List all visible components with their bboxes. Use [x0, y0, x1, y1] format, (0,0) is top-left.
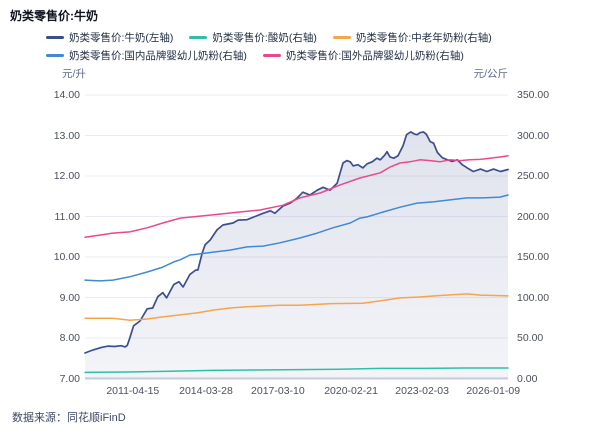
series-line-1[interactable] — [84, 367, 509, 374]
series-area-fill — [85, 131, 508, 379]
legend: 奶类零售价:牛奶(左轴) 奶类零售价:酸奶(右轴) 奶类零售价:中老年奶粉(右轴) … — [0, 28, 600, 64]
legend-line-swatch — [46, 53, 64, 57]
data-source: 数据来源：同花顺iFinD — [12, 412, 126, 424]
legend-item-0[interactable]: 奶类零售价:牛奶(左轴) — [46, 30, 173, 45]
legend-item-4[interactable]: 奶类零售价:国外品牌婴幼儿奶粉(右轴) — [262, 48, 464, 63]
legend-item-2[interactable]: 奶类零售价:中老年奶粉(右轴) — [332, 30, 492, 45]
legend-label: 奶类零售价:酸奶(右轴) — [212, 31, 317, 44]
series-line-0[interactable] — [84, 131, 509, 354]
legend-label: 奶类零售价:国内品牌婴幼儿奶粉(右轴) — [69, 49, 247, 62]
legend-item-1[interactable]: 奶类零售价:酸奶(右轴) — [189, 30, 317, 45]
legend-row: 奶类零售价:国内品牌婴幼儿奶粉(右轴) 奶类零售价:国外品牌婴幼儿奶粉(右轴) — [0, 46, 600, 64]
legend-item-3[interactable]: 奶类零售价:国内品牌婴幼儿奶粉(右轴) — [46, 48, 247, 63]
legend-label: 奶类零售价:国外品牌婴幼儿奶粉(右轴) — [285, 49, 464, 62]
legend-label: 奶类零售价:中老年奶粉(右轴) — [355, 31, 492, 44]
series-line-4[interactable] — [84, 155, 509, 238]
legend-line-swatch — [332, 35, 351, 39]
series-line-3[interactable] — [84, 194, 509, 282]
legend-line-swatch — [46, 35, 64, 39]
chart-title: 奶类零售价:牛奶 — [10, 9, 98, 23]
legend-line-swatch — [189, 35, 208, 39]
legend-line-swatch — [262, 53, 281, 57]
right-axis-unit-label: 元/公斤 — [473, 68, 508, 80]
series-line-2[interactable] — [84, 293, 509, 321]
legend-label: 奶类零售价:牛奶(左轴) — [69, 31, 174, 44]
left-axis-unit-label: 元/升 — [62, 68, 86, 80]
legend-row: 奶类零售价:牛奶(左轴) 奶类零售价:酸奶(右轴) 奶类零售价:中老年奶粉(右轴) — [0, 28, 600, 46]
